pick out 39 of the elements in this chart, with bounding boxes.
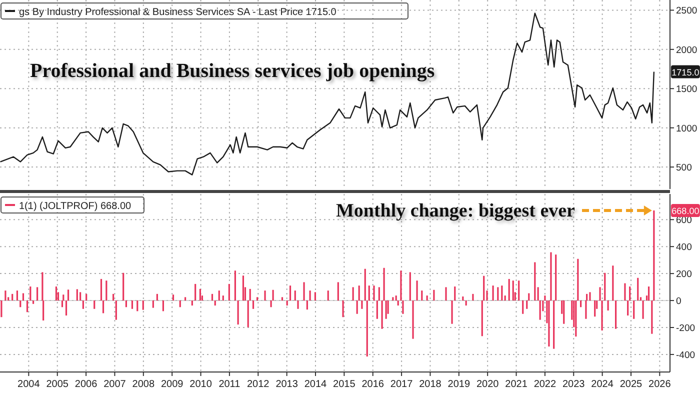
annotation: 668.00 <box>672 206 700 216</box>
y-tick-label: -200 <box>676 323 696 334</box>
x-tick-label: 2018 <box>419 379 442 390</box>
chart-title: Monthly change: biggest ever <box>336 200 576 222</box>
x-tick-label: 2022 <box>534 379 557 390</box>
text: Professional and Business services job openings <box>30 60 435 82</box>
legend-label: gs By Industry Professional & Business Services SA - Last Price 1715.0 <box>19 7 337 18</box>
x-tick-label: 2008 <box>132 379 155 390</box>
x-tick-label: 2020 <box>476 379 500 390</box>
x-tick-label: 2026 <box>648 379 672 390</box>
x-tick-label: 2006 <box>74 379 98 390</box>
x-tick-label: 2009 <box>160 379 184 390</box>
y-tick-label: 2000 <box>676 44 698 56</box>
annotation: 1715.0 <box>672 67 700 78</box>
x-tick-label: 2010 <box>190 379 212 390</box>
y-tick-label: 0 <box>676 296 682 308</box>
x-tick-label: 2016 <box>362 379 384 390</box>
y-tick-label: 1500 <box>676 84 698 96</box>
y-tick-label: 500 <box>676 162 692 174</box>
x-tick-label: 2013 <box>276 379 298 390</box>
legend-label: 1(1) (JOLTPROF) 668.00 <box>19 201 132 212</box>
x-tick-label: 2014 <box>304 379 328 390</box>
x-tick-label: 2012 <box>247 379 270 390</box>
x-tick-label: 2021 <box>505 379 528 390</box>
x-tick-label: 2004 <box>18 379 40 390</box>
y-tick-label: -400 <box>676 350 696 361</box>
x-tick-label: 2011 <box>218 379 241 390</box>
y-tick-label: 200 <box>676 269 692 280</box>
x-tick-label: 2019 <box>448 379 470 390</box>
y-tick-label: 2500 <box>676 6 698 17</box>
x-tick-label: 2017 <box>390 379 414 390</box>
y-tick-label: 400 <box>676 242 692 254</box>
y-tick-label: 1000 <box>676 123 698 134</box>
x-tick-label: 2005 <box>46 379 69 390</box>
x-tick-label: 2015 <box>333 379 356 390</box>
x-tick-label: 2023 <box>562 379 586 390</box>
x-tick-label: 2025 <box>620 379 643 390</box>
x-tick-label: 2024 <box>591 379 614 390</box>
x-tick-label: 2007 <box>104 379 126 390</box>
